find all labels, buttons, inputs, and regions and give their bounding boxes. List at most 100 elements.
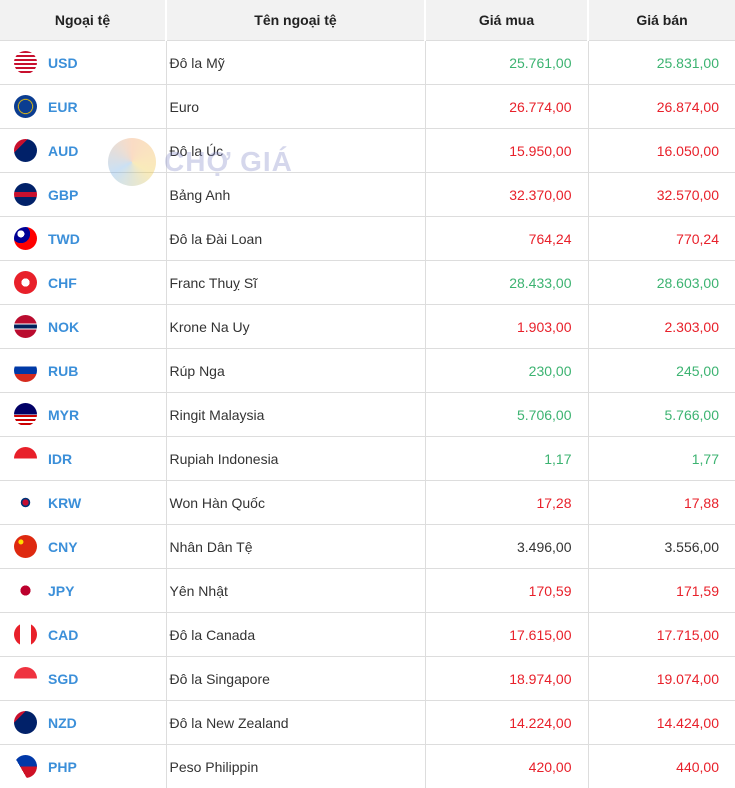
currency-name: Ringit Malaysia	[166, 393, 425, 437]
buy-price: 420,00	[425, 745, 588, 788]
currency-name: Franc Thuỵ Sĩ	[166, 261, 425, 305]
currency-name: Đô la Canada	[166, 613, 425, 657]
currency-code[interactable]: TWD	[48, 231, 80, 247]
flag-nok-icon	[14, 315, 37, 338]
currency-code[interactable]: SGD	[48, 671, 78, 687]
flag-cad-icon	[14, 623, 37, 646]
sell-price: 171,59	[588, 569, 735, 613]
currency-cell: CHF	[0, 271, 166, 294]
table-row[interactable]: RUB Rúp Nga 230,00 245,00	[0, 349, 735, 393]
currency-name: Won Hàn Quốc	[166, 481, 425, 525]
currency-name: Yên Nhật	[166, 569, 425, 613]
currency-code[interactable]: MYR	[48, 407, 79, 423]
flag-nzd-icon	[14, 711, 37, 734]
currency-name: Đô la Úc	[166, 129, 425, 173]
flag-aud-icon	[14, 139, 37, 162]
currency-name: Rúp Nga	[166, 349, 425, 393]
currency-cell: JPY	[0, 579, 166, 602]
currency-code[interactable]: AUD	[48, 143, 78, 159]
flag-jpy-icon	[14, 579, 37, 602]
currency-name: Đô la Mỹ	[166, 41, 425, 85]
sell-price: 770,24	[588, 217, 735, 261]
currency-name: Đô la New Zealand	[166, 701, 425, 745]
table-row[interactable]: JPY Yên Nhật 170,59 171,59	[0, 569, 735, 613]
flag-rub-icon	[14, 359, 37, 382]
table-row[interactable]: NOK Krone Na Uy 1.903,00 2.303,00	[0, 305, 735, 349]
currency-name: Nhân Dân Tệ	[166, 525, 425, 569]
buy-price: 5.706,00	[425, 393, 588, 437]
currency-code[interactable]: GBP	[48, 187, 78, 203]
currency-code[interactable]: KRW	[48, 495, 81, 511]
currency-code[interactable]: IDR	[48, 451, 72, 467]
currency-cell: NOK	[0, 315, 166, 338]
currency-code[interactable]: PHP	[48, 759, 77, 775]
currency-code[interactable]: CNY	[48, 539, 78, 555]
buy-price: 1.903,00	[425, 305, 588, 349]
sell-price: 25.831,00	[588, 41, 735, 85]
currency-cell: USD	[0, 51, 166, 74]
currency-code[interactable]: NOK	[48, 319, 79, 335]
flag-usd-icon	[14, 51, 37, 74]
header-currency[interactable]: Ngoại tệ	[0, 0, 166, 41]
currency-name: Euro	[166, 85, 425, 129]
currency-code[interactable]: NZD	[48, 715, 77, 731]
table-row[interactable]: TWD Đô la Đài Loan 764,24 770,24	[0, 217, 735, 261]
sell-price: 26.874,00	[588, 85, 735, 129]
buy-price: 26.774,00	[425, 85, 588, 129]
currency-code[interactable]: EUR	[48, 99, 78, 115]
currency-cell: GBP	[0, 183, 166, 206]
table-row[interactable]: SGD Đô la Singapore 18.974,00 19.074,00	[0, 657, 735, 701]
header-sell[interactable]: Giá bán	[588, 0, 735, 41]
table-row[interactable]: USD Đô la Mỹ 25.761,00 25.831,00	[0, 41, 735, 85]
table-row[interactable]: EUR Euro 26.774,00 26.874,00	[0, 85, 735, 129]
table-row[interactable]: NZD Đô la New Zealand 14.224,00 14.424,0…	[0, 701, 735, 745]
buy-price: 170,59	[425, 569, 588, 613]
buy-price: 28.433,00	[425, 261, 588, 305]
flag-krw-icon	[14, 491, 37, 514]
sell-price: 28.603,00	[588, 261, 735, 305]
currency-name: Bảng Anh	[166, 173, 425, 217]
flag-eur-icon	[14, 95, 37, 118]
table-row[interactable]: PHP Peso Philippin 420,00 440,00	[0, 745, 735, 788]
table-row[interactable]: CNY Nhân Dân Tệ 3.496,00 3.556,00	[0, 525, 735, 569]
flag-myr-icon	[14, 403, 37, 426]
table-row[interactable]: IDR Rupiah Indonesia 1,17 1,77	[0, 437, 735, 481]
flag-twd-icon	[14, 227, 37, 250]
buy-price: 18.974,00	[425, 657, 588, 701]
table-header: Ngoại tệ Tên ngoại tệ Giá mua Giá bán	[0, 0, 735, 41]
flag-gbp-icon	[14, 183, 37, 206]
header-currency-name[interactable]: Tên ngoại tệ	[166, 0, 425, 41]
currency-code[interactable]: RUB	[48, 363, 78, 379]
header-buy[interactable]: Giá mua	[425, 0, 588, 41]
currency-code[interactable]: CHF	[48, 275, 77, 291]
buy-price: 32.370,00	[425, 173, 588, 217]
table-row[interactable]: AUD Đô la Úc 15.950,00 16.050,00	[0, 129, 735, 173]
currency-cell: MYR	[0, 403, 166, 426]
currency-code[interactable]: JPY	[48, 583, 74, 599]
buy-price: 25.761,00	[425, 41, 588, 85]
flag-php-icon	[14, 755, 37, 778]
sell-price: 17,88	[588, 481, 735, 525]
sell-price: 1,77	[588, 437, 735, 481]
currency-cell: PHP	[0, 755, 166, 778]
table-row[interactable]: MYR Ringit Malaysia 5.706,00 5.766,00	[0, 393, 735, 437]
sell-price: 3.556,00	[588, 525, 735, 569]
buy-price: 230,00	[425, 349, 588, 393]
currency-name: Đô la Đài Loan	[166, 217, 425, 261]
flag-sgd-icon	[14, 667, 37, 690]
buy-price: 17,28	[425, 481, 588, 525]
sell-price: 440,00	[588, 745, 735, 788]
buy-price: 15.950,00	[425, 129, 588, 173]
flag-idr-icon	[14, 447, 37, 470]
table-row[interactable]: CAD Đô la Canada 17.615,00 17.715,00	[0, 613, 735, 657]
table-row[interactable]: KRW Won Hàn Quốc 17,28 17,88	[0, 481, 735, 525]
currency-cell: RUB	[0, 359, 166, 382]
currency-cell: KRW	[0, 491, 166, 514]
sell-price: 5.766,00	[588, 393, 735, 437]
table-row[interactable]: CHF Franc Thuỵ Sĩ 28.433,00 28.603,00	[0, 261, 735, 305]
currency-code[interactable]: USD	[48, 55, 78, 71]
currency-code[interactable]: CAD	[48, 627, 78, 643]
flag-cny-icon	[14, 535, 37, 558]
table-row[interactable]: GBP Bảng Anh 32.370,00 32.570,00	[0, 173, 735, 217]
